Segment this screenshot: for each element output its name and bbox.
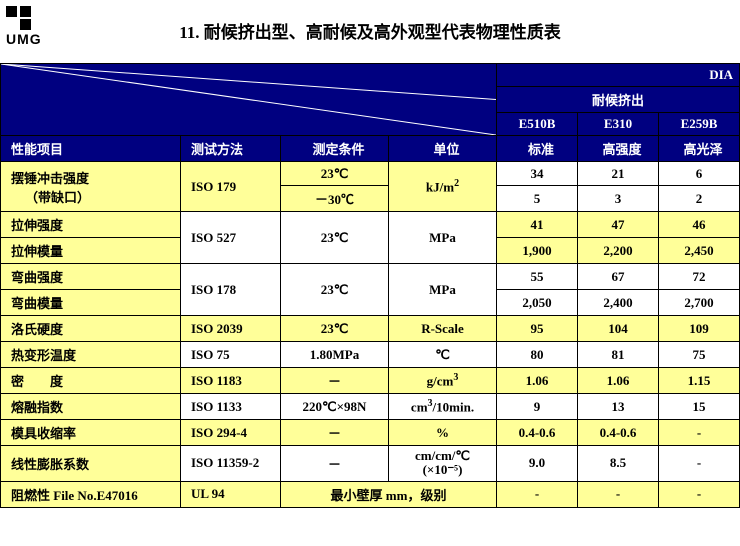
cond-mfi: 220℃×98N [281,394,389,420]
col-cond: 测定条件 [281,136,389,162]
prop-cte: 线性膨胀系数 [1,446,181,482]
col-subtype-2: 高强度 [578,136,659,162]
properties-table: DIA 耐候挤出 E510B E310 E259B 性能项目 测试方法 测定条件… [0,63,740,508]
cell: 2,050 [497,290,578,316]
cell: 0.4-0.6 [497,420,578,446]
cell: 67 [578,264,659,290]
cell: 2 [659,186,740,212]
cell: 1,900 [497,238,578,264]
method-rockwell: ISO 2039 [181,316,281,342]
cell: 3 [578,186,659,212]
col-subtype-3: 高光泽 [659,136,740,162]
unit-shrink: % [389,420,497,446]
cell: - [659,446,740,482]
col-subtype-1: 标准 [497,136,578,162]
unit-rockwell: R-Scale [389,316,497,342]
prop-tensile-strength: 拉伸强度 [1,212,181,238]
cond-rockwell: 23℃ [281,316,389,342]
cell: 5 [497,186,578,212]
prop-shrink: 模具收缩率 [1,420,181,446]
cell: 13 [578,394,659,420]
method-mfi: ISO 1133 [181,394,281,420]
grade-3: E259B [659,113,740,136]
cell: 9.0 [497,446,578,482]
prop-mfi: 熔融指数 [1,394,181,420]
unit-flex: MPa [389,264,497,316]
cell: 1.15 [659,368,740,394]
cell: 8.5 [578,446,659,482]
cell: 72 [659,264,740,290]
cell: 2,200 [578,238,659,264]
cell: 75 [659,342,740,368]
cell: 104 [578,316,659,342]
unit-cte: cm/cm/℃ (×10⁻⁵) [389,446,497,482]
prop-tensile-modulus: 拉伸模量 [1,238,181,264]
col-method: 测试方法 [181,136,281,162]
cell: 95 [497,316,578,342]
col-prop: 性能项目 [1,136,181,162]
cell: - [659,481,740,507]
unit-hdt: ℃ [389,342,497,368]
method-flex: ISO 178 [181,264,281,316]
cond-cte: － [281,446,389,482]
family-header: 耐候挤出 [497,87,740,113]
prop-charpy: 摆锤冲击强度 （带缺口） [1,162,181,212]
cell: 2,400 [578,290,659,316]
cell: 46 [659,212,740,238]
col-unit: 单位 [389,136,497,162]
grade-1: E510B [497,113,578,136]
cell: 1.06 [578,368,659,394]
cond-charpy-m30: －30℃ [281,186,389,212]
prop-rockwell: 洛氏硬度 [1,316,181,342]
cond-unit-flame: 最小壁厚 mm，级别 [281,481,497,507]
cell: 80 [497,342,578,368]
unit-density: g/cm3 [389,368,497,394]
method-tensile: ISO 527 [181,212,281,264]
cell: 34 [497,162,578,186]
prop-flame: 阻燃性 File No.E47016 [1,481,181,507]
method-charpy: ISO 179 [181,162,281,212]
method-cte: ISO 11359-2 [181,446,281,482]
method-shrink: ISO 294-4 [181,420,281,446]
cell: 1.06 [497,368,578,394]
prop-density: 密 度 [1,368,181,394]
cell: - [578,481,659,507]
unit-tensile: MPa [389,212,497,264]
cell: 47 [578,212,659,238]
brand-header: DIA [497,64,740,87]
cond-shrink: － [281,420,389,446]
unit-mfi: cm3/10min. [389,394,497,420]
cell: 55 [497,264,578,290]
page-title: 11. 耐候挤出型、高耐候及高外观型代表物理性质表 [0,0,740,63]
logo: UMG [6,6,42,47]
method-density: ISO 1183 [181,368,281,394]
cell: 81 [578,342,659,368]
logo-text: UMG [6,31,42,47]
prop-flex-strength: 弯曲强度 [1,264,181,290]
unit-charpy: kJ/m2 [389,162,497,212]
cond-hdt: 1.80MPa [281,342,389,368]
logo-mark [6,6,34,30]
cell: 15 [659,394,740,420]
cell: 109 [659,316,740,342]
cell: - [659,420,740,446]
cond-flex: 23℃ [281,264,389,316]
cell: - [497,481,578,507]
prop-hdt: 热变形温度 [1,342,181,368]
cond-density: － [281,368,389,394]
cond-charpy-23: 23℃ [281,162,389,186]
header-slash-area [1,64,497,136]
cell: 41 [497,212,578,238]
cell: 6 [659,162,740,186]
cell: 2,700 [659,290,740,316]
cell: 9 [497,394,578,420]
method-hdt: ISO 75 [181,342,281,368]
grade-2: E310 [578,113,659,136]
cell: 21 [578,162,659,186]
method-flame: UL 94 [181,481,281,507]
cell: 0.4-0.6 [578,420,659,446]
cond-tensile: 23℃ [281,212,389,264]
cell: 2,450 [659,238,740,264]
prop-flex-modulus: 弯曲模量 [1,290,181,316]
